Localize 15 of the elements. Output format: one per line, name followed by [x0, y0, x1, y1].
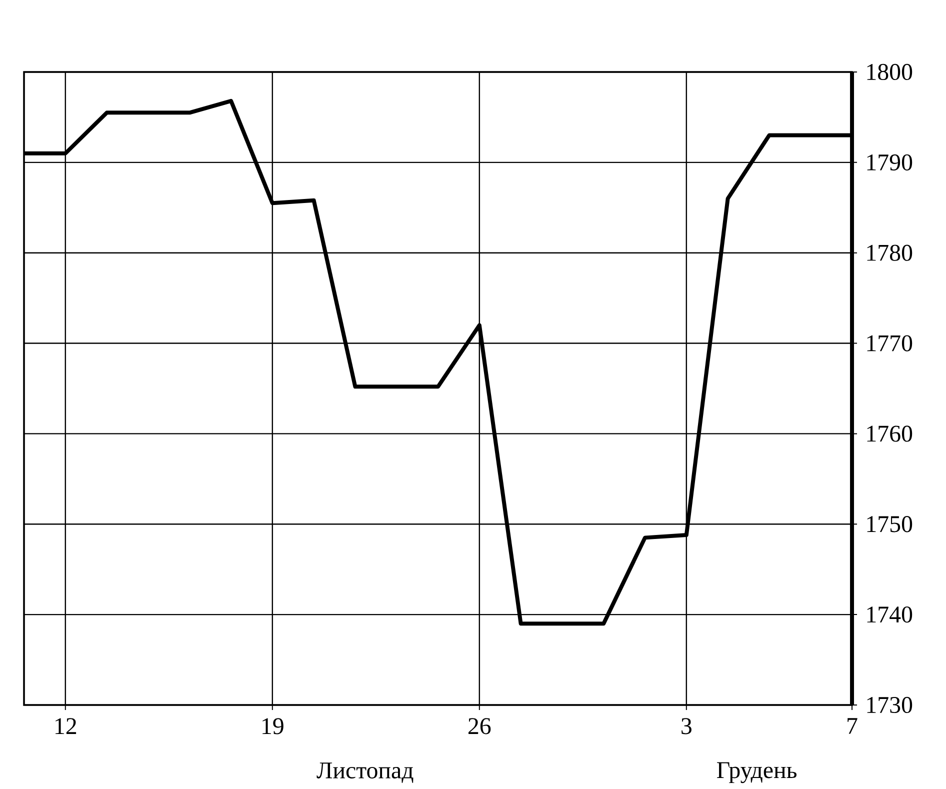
x-tick-label: 26 — [468, 718, 491, 734]
y-tick-label: 1800 — [867, 64, 912, 80]
y-tick-label: 1770 — [867, 335, 912, 352]
y-tick-label: 1780 — [867, 244, 912, 261]
x-tick-label: 12 — [56, 718, 76, 734]
y-tick-label: 1790 — [867, 154, 912, 170]
y-tick-label: 1750 — [867, 516, 912, 532]
y-tick-label: 1760 — [867, 426, 912, 442]
y-tick-label: 1730 — [867, 696, 912, 714]
x-tick-label: 3 — [682, 718, 692, 734]
x-tick-label: 19 — [262, 718, 284, 734]
text: Грудень — [717, 762, 796, 784]
x-tick-label: 7 — [848, 718, 858, 734]
text: Листопад — [316, 762, 414, 783]
y-tick-label: 1740 — [867, 606, 912, 623]
